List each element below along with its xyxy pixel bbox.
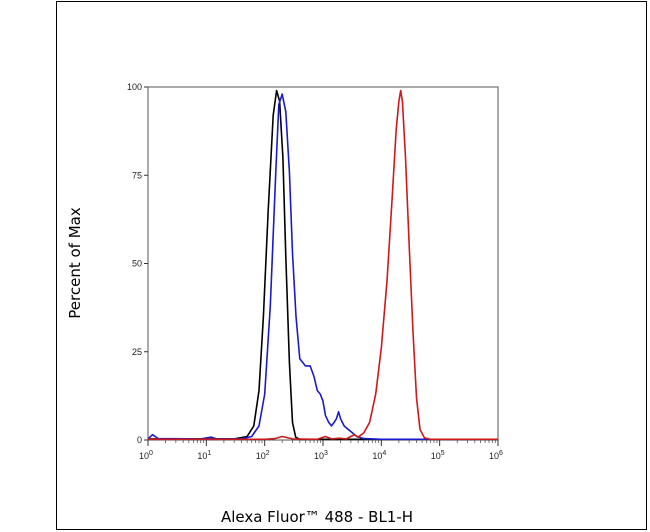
y-axis-label: Percent of Max [66,207,84,319]
x-tick-label: 100 [139,450,153,461]
y-tick-label: 75 [132,170,142,180]
x-tick-label: 105 [431,450,445,461]
plot-area [147,86,499,441]
y-tick-label: 100 [127,82,142,92]
series-line-1 [148,89,498,441]
x-tick-label: 103 [314,450,328,461]
x-axis-label: Alexa Fluor™ 488 - BL1-H [221,508,413,526]
y-tick-label: 0 [137,435,142,445]
x-tick-label: 102 [256,450,270,461]
series-line-3 [148,89,498,441]
x-tick-label: 106 [489,450,503,461]
y-tick-label: 25 [132,347,142,357]
series-line-2 [147,93,498,441]
x-tick-label: 104 [372,450,386,461]
y-tick-label: 50 [132,259,142,269]
x-tick-label: 101 [197,450,211,461]
